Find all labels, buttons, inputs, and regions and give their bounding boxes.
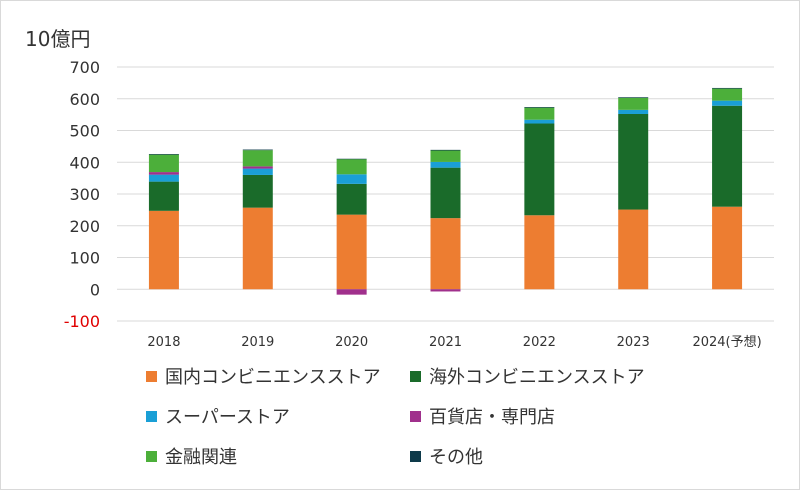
bar-segment	[242, 174, 273, 208]
y-tick-label: -100	[64, 312, 100, 331]
legend-swatch	[410, 450, 421, 462]
bar-segment	[336, 183, 367, 215]
bar-segment	[148, 210, 179, 290]
bar-segment	[430, 218, 461, 290]
legend-swatch	[146, 410, 157, 422]
legend-label: 海外コンビニエンスストア	[429, 367, 645, 388]
bar-segment	[242, 149, 273, 151]
bar-segment	[430, 167, 461, 219]
bar-segment	[242, 166, 273, 169]
bar-segment	[148, 172, 179, 175]
bar-segment	[430, 149, 461, 151]
bar-segment	[618, 113, 649, 210]
bar-segment	[618, 97, 649, 98]
x-tick-label: 2022	[523, 335, 556, 350]
bar-segment	[148, 154, 179, 173]
y-tick-label: 300	[69, 185, 100, 204]
legend-item: その他	[410, 443, 483, 469]
y-tick-label: 500	[69, 122, 100, 141]
x-tick-label: 2023	[617, 335, 650, 350]
bar-segment	[712, 87, 743, 89]
bar-segment	[712, 88, 743, 101]
bar-segment	[712, 206, 743, 290]
bar-segment	[430, 289, 461, 292]
bar-segment	[242, 207, 273, 290]
legend-label: 百貨店・専門店	[429, 407, 555, 428]
legend-swatch	[146, 370, 157, 382]
bar-segment	[336, 214, 367, 290]
x-tick-label: 2024(予想)	[692, 334, 761, 350]
bar-segment	[524, 123, 555, 216]
y-tick-label: 400	[69, 153, 100, 172]
legend-label: その他	[429, 447, 483, 468]
bar-segment	[148, 174, 179, 182]
legend-item: スーパーストア	[146, 403, 290, 429]
legend-swatch	[410, 370, 421, 382]
bar-segment	[524, 107, 555, 108]
bar-segment	[242, 150, 273, 167]
y-tick-label: 700	[69, 58, 100, 77]
bar-segment	[336, 174, 367, 184]
bar-segment	[430, 150, 461, 162]
legend-swatch	[410, 410, 421, 422]
legend-item: 国内コンビニエンスストア	[146, 363, 381, 389]
legend-item: 海外コンビニエンスストア	[410, 363, 645, 389]
legend-swatch	[146, 450, 157, 462]
legend-label: 国内コンビニエンスストア	[165, 367, 381, 388]
bar-segment	[336, 159, 367, 175]
legend-item: 金融関連	[146, 443, 237, 469]
bar-segment	[148, 181, 179, 211]
legend-item: 百貨店・専門店	[410, 403, 555, 429]
bar-segment	[618, 97, 649, 110]
y-tick-label: 100	[69, 249, 100, 268]
bar-segment	[430, 161, 461, 168]
x-tick-label: 2018	[147, 335, 180, 350]
y-axis-unit-label: 10億円	[25, 27, 91, 51]
x-tick-label: 2020	[335, 335, 368, 350]
y-tick-label: 600	[69, 90, 100, 109]
bar-segment	[148, 153, 179, 155]
legend-label: 金融関連	[165, 447, 237, 468]
bar-segment	[524, 119, 555, 124]
bar-segment	[336, 289, 367, 295]
bar-segment	[242, 168, 273, 175]
bar-segment	[712, 105, 743, 207]
bar-segment	[618, 109, 649, 114]
y-tick-label: 0	[90, 280, 100, 299]
bar-segment	[336, 158, 367, 160]
bar-segment	[618, 209, 649, 290]
x-tick-label: 2021	[429, 335, 462, 350]
x-tick-label: 2019	[241, 335, 274, 350]
bar-segment	[712, 100, 743, 106]
bar-segment	[524, 215, 555, 290]
y-tick-label: 200	[69, 217, 100, 236]
legend-label: スーパーストア	[165, 407, 290, 428]
bar-segment	[524, 107, 555, 120]
